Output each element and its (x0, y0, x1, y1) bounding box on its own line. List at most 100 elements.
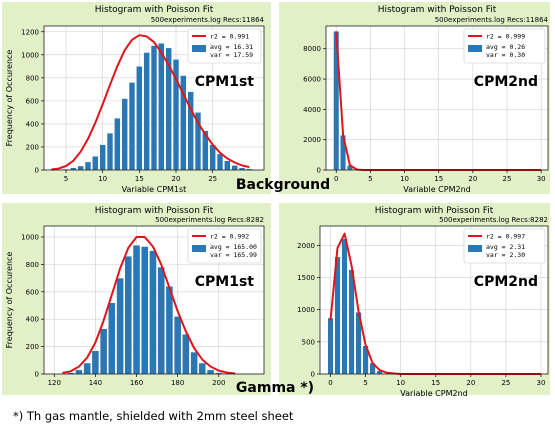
gamma-label: Gamma *) (236, 380, 314, 396)
histogram-bar (165, 286, 174, 375)
x-axis-label: Variable CPM2nd (403, 185, 470, 194)
legend-hist-swatch (192, 45, 206, 52)
histogram-bar (91, 350, 100, 375)
x-tick-label: 25 (501, 379, 510, 387)
y-tick-label: 0 (35, 167, 39, 175)
histogram-bar (209, 144, 216, 171)
chart-subtitle: 500experiments.log Recs:8282 (439, 216, 548, 224)
y-axis-label: Frequency of Occurence (5, 252, 14, 349)
histogram-bar (173, 316, 182, 375)
histogram-bar (83, 362, 91, 375)
y-tick-label: 800 (26, 261, 39, 269)
legend-box (463, 28, 546, 64)
plot-frame (43, 225, 265, 375)
histogram-bar (190, 351, 198, 375)
legend-hist-label: avg = 0.26 (486, 43, 525, 51)
y-tick-label: 8000 (303, 45, 321, 53)
legend-hist-swatch (468, 245, 482, 252)
plot-frame (325, 25, 549, 171)
histogram-bar (327, 317, 334, 375)
histogram-bar (92, 155, 99, 171)
x-tick-label: 5 (363, 379, 367, 387)
x-tick-label: 30 (537, 175, 546, 183)
legend-box (187, 228, 262, 264)
x-tick-label: 5 (368, 175, 372, 183)
chart-panel-1: 5 10 15 20 25 0 200 400 600 800 1000 1200 Histogram … (2, 2, 271, 194)
legend-hist-label: var = 17.59 (210, 51, 253, 59)
poisson-fit-line (62, 236, 236, 375)
histogram-bar (116, 277, 124, 375)
chart-subtitle: 500experiments.log Recs:11864 (151, 16, 265, 24)
variable-big-label: CPM2nd (474, 74, 538, 90)
y-tick-label: 1000 (297, 306, 315, 314)
plot-frame (43, 25, 265, 171)
legend-hist-label: var = 0.30 (486, 51, 525, 59)
chart-panel-2: 0 5 10 15 20 25 30 0 2000 4000 6000 8000 Histogram w… (279, 2, 550, 194)
background-label: Background (236, 177, 330, 193)
histogram-bar (224, 160, 231, 171)
plot-frame (319, 225, 549, 375)
variable-big-label: CPM1st (195, 274, 255, 290)
legend-hist-label: avg = 16.31 (210, 43, 253, 51)
histogram-bar (136, 66, 143, 171)
legend-hist-label: avg = 165.00 (210, 243, 257, 251)
histogram-bar (124, 255, 132, 375)
legend-hist-label: var = 165.99 (210, 251, 257, 259)
chart-title: Histogram with Poisson Fit (378, 5, 497, 15)
y-tick-label: 200 (26, 143, 39, 151)
histogram-bar (106, 132, 114, 171)
chart-panel-4: 0 5 10 15 20 25 30 0 500 1000 1500 2000 Histogram wi… (279, 203, 550, 398)
histogram-bar (141, 246, 149, 375)
y-tick-label: 400 (26, 316, 39, 324)
x-tick-label: 15 (434, 175, 443, 183)
y-tick-label: 0 (311, 371, 315, 379)
histogram-bar (158, 43, 165, 171)
legend-hist-label: var = 2.30 (486, 251, 525, 259)
legend-hist-label: avg = 2.31 (486, 243, 525, 251)
y-axis-label: Frequency of Occurence (5, 50, 14, 147)
histogram-bar (99, 144, 106, 171)
chart-title: Histogram with Poisson Fit (375, 206, 494, 216)
x-axis-label: Variable CPM1st (122, 185, 187, 194)
legend-hist-swatch (468, 45, 482, 52)
histogram-bar (341, 238, 348, 375)
x-tick-label: 10 (396, 379, 405, 387)
x-tick-label: 25 (208, 175, 217, 183)
x-tick-label: 0 (328, 379, 332, 387)
histogram-bar (84, 161, 92, 171)
chart-title: Histogram with Poisson Fit (95, 206, 214, 216)
y-tick-label: 1000 (21, 51, 39, 59)
histogram-bar (132, 244, 141, 375)
y-tick-label: 800 (26, 74, 39, 82)
x-axis-label: Variable CPM2nd (400, 389, 467, 398)
chart-panel-3: 120 140 160 180 200 0 200 400 600 800 1000 Histogra… (2, 203, 271, 395)
y-tick-label: 2000 (303, 136, 321, 144)
x-tick-label: 160 (130, 379, 143, 387)
chart-subtitle: 500experiments.log Recs:11864 (435, 16, 549, 24)
variable-big-label: CPM2nd (474, 274, 538, 290)
poisson-fit-line (51, 34, 250, 171)
x-tick-label: 200 (212, 379, 225, 387)
histogram-bar (114, 117, 121, 171)
y-tick-label: 0 (317, 167, 321, 175)
legend-hist-swatch (192, 245, 206, 252)
histogram-bar (198, 362, 207, 375)
y-tick-label: 1500 (297, 274, 315, 282)
x-tick-label: 180 (171, 379, 184, 387)
y-tick-label: 500 (302, 338, 315, 346)
histogram-bar (77, 165, 84, 171)
y-tick-label: 400 (26, 120, 39, 128)
x-tick-label: 120 (48, 379, 61, 387)
chart-title: Histogram with Poisson Fit (95, 5, 214, 15)
chart-panels: 5 10 15 20 25020040060080010001200Histogram … (2, 2, 550, 398)
histogram-bar (128, 82, 136, 171)
x-tick-label: 10 (400, 175, 409, 183)
x-tick-label: 20 (466, 379, 475, 387)
histogram-bar (157, 266, 165, 375)
x-tick-label: 30 (537, 379, 546, 387)
histogram-bar (348, 269, 355, 375)
